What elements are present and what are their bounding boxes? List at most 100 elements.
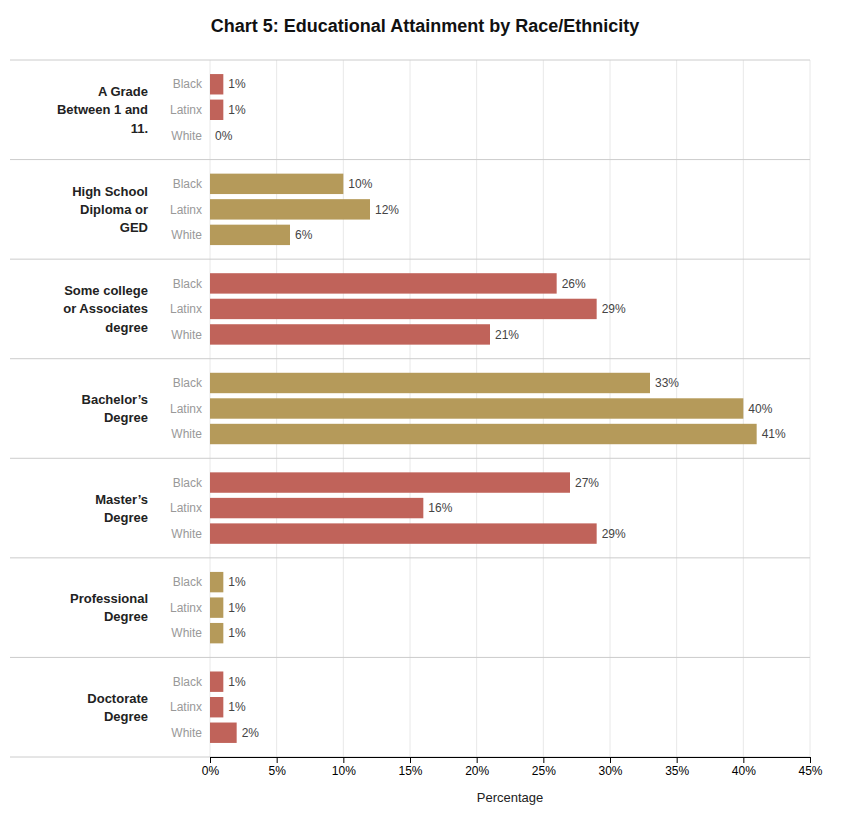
data-label: 1%: [228, 575, 246, 589]
data-label: 29%: [602, 302, 626, 316]
tick-label: 40%: [732, 764, 756, 778]
category-label: Bachelor’sDegree: [82, 392, 148, 425]
series-label: White: [171, 726, 202, 740]
tick: 45%: [798, 757, 822, 778]
bar: [210, 424, 757, 444]
chart: 1%10%26%33%27%1%1%1%12%29%40%16%1%1%0%6%…: [0, 0, 850, 827]
tick: 30%: [598, 757, 622, 778]
data-label: 33%: [655, 376, 679, 390]
plot: 1%10%26%33%27%1%1%1%12%29%40%16%1%1%0%6%…: [10, 60, 823, 805]
tick-mark: [210, 757, 211, 763]
category-label: High SchoolDiploma orGED: [72, 184, 148, 235]
data-label: 0%: [215, 129, 233, 143]
tick-label: 15%: [398, 764, 422, 778]
grid: [210, 60, 810, 757]
category-label: DoctorateDegree: [87, 691, 148, 724]
data-label: 2%: [242, 726, 260, 740]
category-labels: A GradeBetween 1 and11. High SchoolDiplom…: [57, 84, 148, 724]
bar: [210, 324, 490, 344]
series-label: Latinx: [170, 402, 202, 416]
series-label: Latinx: [170, 601, 202, 615]
tick: 0%: [202, 757, 220, 778]
axis-title: Percentage: [477, 790, 544, 805]
bar: [210, 597, 223, 617]
series-label: Black: [173, 476, 203, 490]
data-label: 1%: [228, 103, 246, 117]
bar: [210, 174, 343, 194]
tick-label: 0%: [202, 764, 220, 778]
series-label: White: [171, 527, 202, 541]
bar: [210, 523, 597, 543]
data-label: 1%: [228, 700, 246, 714]
data-label: 29%: [602, 527, 626, 541]
bar: [210, 299, 597, 319]
bar: [210, 199, 370, 219]
tick: 35%: [665, 757, 689, 778]
series-label: White: [171, 328, 202, 342]
series-label: White: [171, 129, 202, 143]
bar: [210, 472, 570, 492]
series-label: Latinx: [170, 302, 202, 316]
tick: 20%: [465, 757, 489, 778]
tick-label: 5%: [268, 764, 286, 778]
data-label: 26%: [562, 277, 586, 291]
tick: 25%: [532, 757, 556, 778]
title: Chart 5: Educational Attainment by Race/…: [211, 16, 639, 36]
tick-label: 20%: [465, 764, 489, 778]
series-label: Latinx: [170, 501, 202, 515]
tick-mark: [610, 757, 611, 763]
bar: [210, 498, 423, 518]
separators: [10, 60, 810, 757]
series-label: Black: [173, 575, 203, 589]
series-label: Black: [173, 675, 203, 689]
series-label: Black: [173, 77, 203, 91]
tick-label: 25%: [532, 764, 556, 778]
tick-mark: [277, 757, 278, 763]
series-labels: Black Black Black Black Black Black Black Latin…: [170, 77, 203, 739]
tick: 40%: [732, 757, 756, 778]
grid-line: [810, 60, 811, 757]
tick-mark: [810, 757, 811, 763]
data-label: 12%: [375, 203, 399, 217]
series-label: White: [171, 427, 202, 441]
bar: [210, 373, 650, 393]
data-label: 1%: [228, 601, 246, 615]
category-label: ProfessionalDegree: [70, 591, 148, 624]
tick-mark: [477, 757, 478, 763]
series-label: Black: [173, 277, 203, 291]
series-label: Latinx: [170, 203, 202, 217]
bars: [210, 74, 757, 743]
data-label: 1%: [228, 77, 246, 91]
data-label: 1%: [228, 675, 246, 689]
axis-domain: [211, 758, 811, 764]
bar: [210, 125, 211, 145]
series-label: Latinx: [170, 700, 202, 714]
tick-label: 30%: [598, 764, 622, 778]
data-label: 10%: [348, 177, 372, 191]
data-label: 21%: [495, 328, 519, 342]
bar: [210, 671, 223, 691]
bar: [210, 100, 223, 120]
tick-mark: [677, 757, 678, 763]
tick-mark: [543, 757, 544, 763]
category-label: Master’sDegree: [95, 492, 148, 525]
bar: [210, 623, 223, 643]
bar: [210, 697, 223, 717]
category-label: A GradeBetween 1 and11.: [57, 84, 148, 135]
data-label: 40%: [748, 402, 772, 416]
separator: [10, 159, 810, 160]
separator: [10, 657, 810, 658]
tick-mark: [343, 757, 344, 763]
data-label: 16%: [428, 501, 452, 515]
separator: [10, 358, 810, 359]
series-label: Black: [173, 177, 203, 191]
category-label: Some collegeor Associatesdegree: [63, 283, 148, 334]
bar: [210, 273, 557, 293]
tick: 5%: [268, 757, 286, 778]
tick-mark: [410, 757, 411, 763]
series-label: Black: [173, 376, 203, 390]
data-label: 27%: [575, 476, 599, 490]
bar: [210, 398, 743, 418]
series-label: Latinx: [170, 103, 202, 117]
separator: [10, 458, 810, 459]
